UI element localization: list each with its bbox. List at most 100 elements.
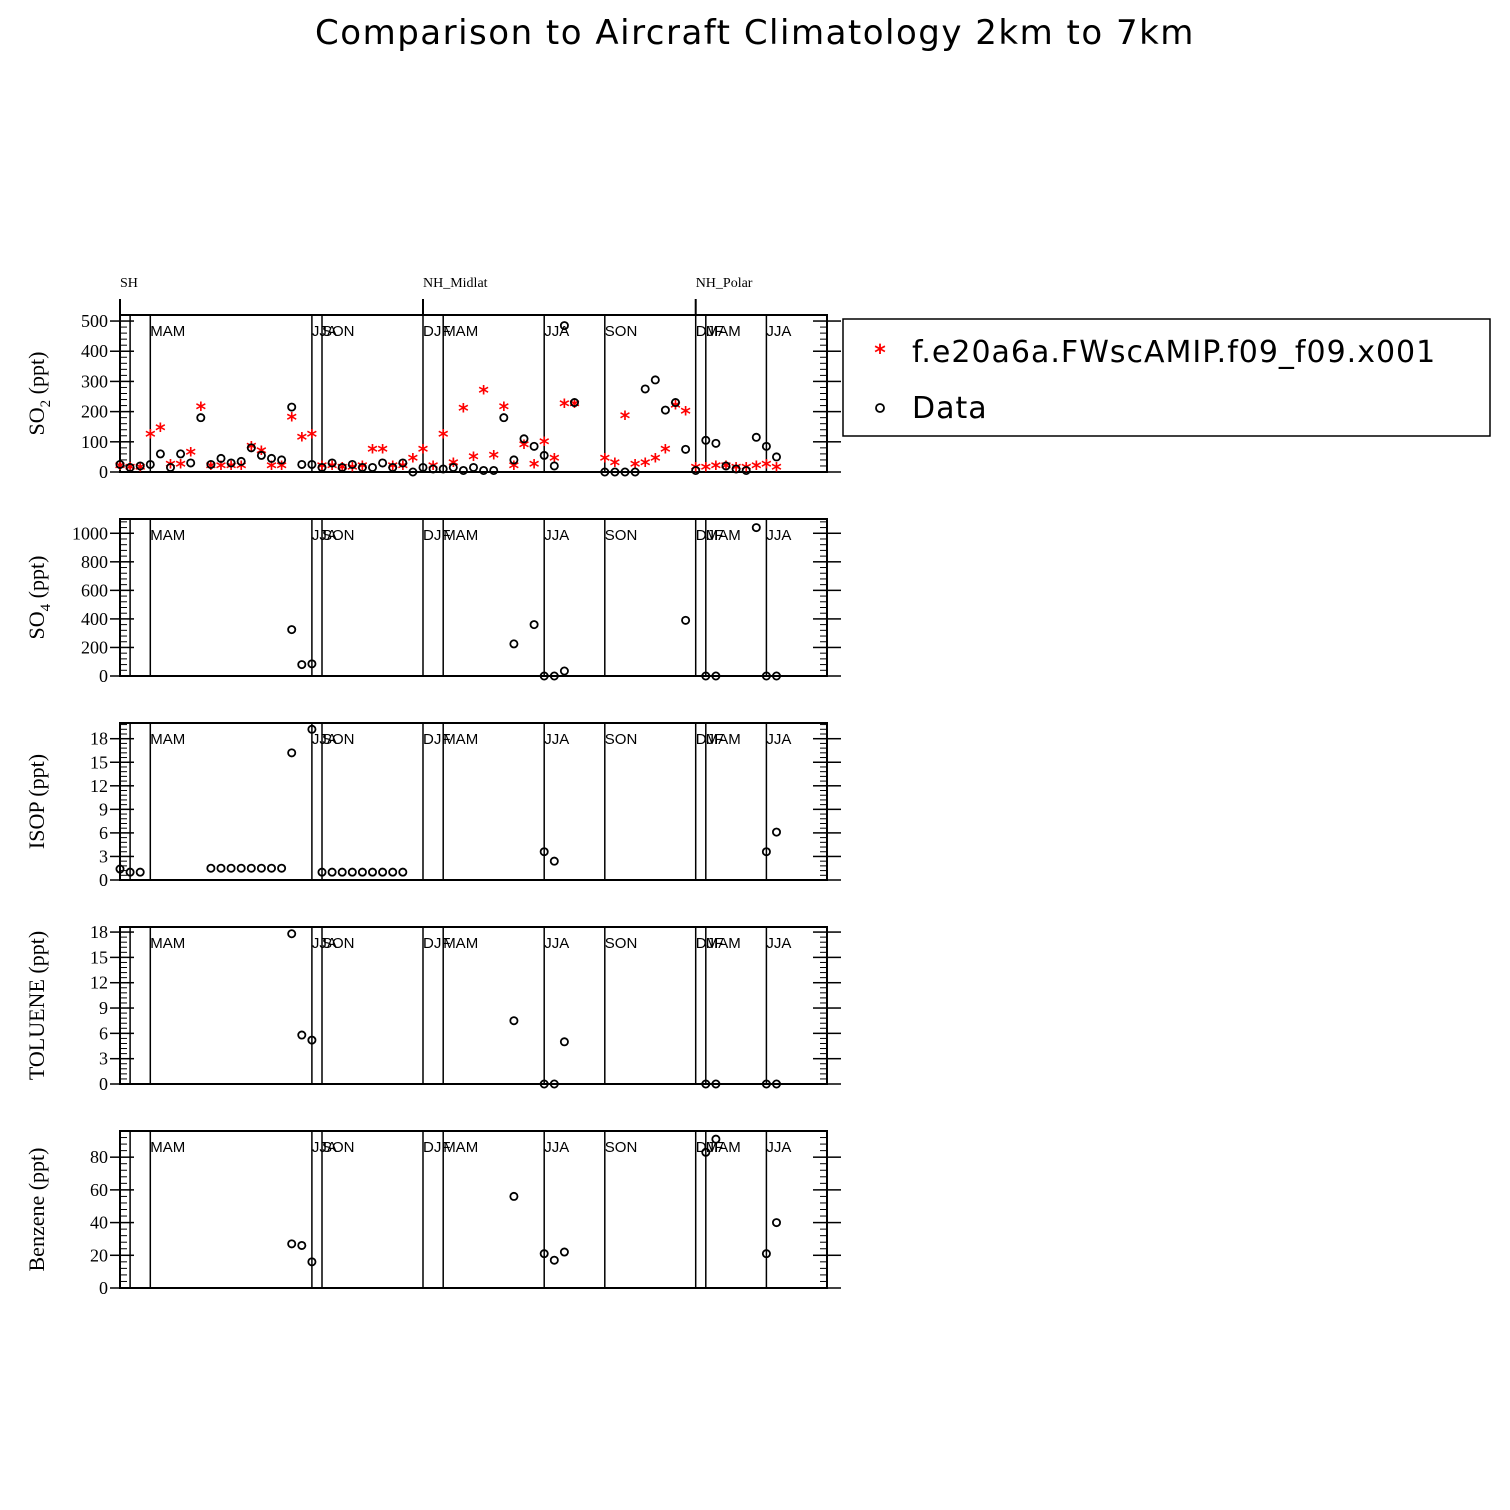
data-point [761,441,771,451]
data-point [772,452,782,462]
data-point [317,867,327,877]
y-axis-label-unit: (ppt) [24,352,49,400]
model-point: * [236,456,247,480]
season-label: JJA [544,731,569,748]
data-point [731,464,741,474]
data-point [529,441,539,451]
y-tick-label: 500 [81,311,108,331]
model-point: * [327,456,338,480]
data-point [317,462,327,472]
y-axis-label-main: Benzene [24,1196,49,1272]
data-point [468,462,478,472]
season-label: DJF [696,935,724,952]
y-axis-label-subscript: 2 [38,400,54,408]
data-point [287,748,297,758]
y-axis-label: SO4 (ppt) [24,556,54,640]
data-point [367,867,377,877]
data-point [398,458,408,468]
season-label: MAM [150,1139,185,1156]
season-label: JJA [312,323,337,340]
season-label: MAM [706,527,741,544]
model-point: * [307,425,318,449]
data-point [711,671,721,681]
data-point [388,867,398,877]
data-point [135,867,145,877]
season-label: MAM [443,323,478,340]
y-tick-label: 600 [81,580,108,600]
data-point [458,465,468,475]
season-label: MAM [706,1139,741,1156]
model-point: * [499,398,510,422]
data-point [772,827,782,837]
data-point [165,462,175,472]
data-point [660,405,670,415]
data-point [287,402,297,412]
model-point: * [398,456,409,480]
data-point [115,864,125,874]
data-point [155,449,165,459]
y-tick-label: 60 [90,1180,108,1200]
season-label: JJA [766,1139,791,1156]
model-point: * [216,456,227,480]
data-point [226,863,236,873]
season-label: MAM [150,935,185,952]
data-point [640,384,650,394]
season-label: SON [322,1139,355,1156]
season-label: MAM [443,527,478,544]
y-axis-label: SO2 (ppt) [24,352,54,436]
data-point [650,375,660,385]
data-point [630,467,640,477]
model-point: * [377,440,388,464]
y-axis-label: ISOP (ppt) [24,754,49,849]
data-point [509,639,519,649]
season-label: JJA [312,935,337,952]
season-label: DJF [423,935,451,952]
model-point: * [478,381,489,405]
data-point [509,1191,519,1201]
model-point: * [761,455,772,479]
season-label: SON [322,731,355,748]
y-tick-label: 20 [90,1245,108,1265]
model-point: * [387,456,398,480]
data-point [570,398,580,408]
data-point [701,435,711,445]
region-label: NH_Midlat [423,276,488,291]
y-tick-label: 200 [81,637,108,657]
data-point [277,455,287,465]
y-tick-label: 15 [90,947,108,967]
data-point [297,660,307,670]
data-point [681,444,691,454]
model-point: * [155,419,166,443]
data-point [549,856,559,866]
data-point [287,1239,297,1249]
model-point: * [771,458,782,482]
season-label: JJA [766,935,791,952]
data-point [701,1079,711,1089]
data-point [691,465,701,475]
y-tick-label: 1000 [72,523,108,543]
data-point [711,1134,721,1144]
data-point [741,465,751,475]
data-point [357,867,367,877]
data-point [347,459,357,469]
chart-title: Comparison to Aircraft Climatology 2km t… [315,13,1195,53]
data-point [297,459,307,469]
data-point [761,671,771,681]
season-label: MAM [443,935,478,952]
y-tick-label: 0 [99,1278,108,1298]
model-point: * [337,458,348,482]
data-point [559,666,569,676]
model-point: * [145,425,156,449]
data-point [448,462,458,472]
data-point [761,847,771,857]
data-point [307,459,317,469]
y-tick-label: 3 [99,1049,108,1069]
y-tick-label: 18 [90,922,108,942]
data-point [772,671,782,681]
season-label: JJA [312,731,337,748]
data-point [337,867,347,877]
y-tick-label: 6 [99,1023,108,1043]
season-label: JJA [544,1139,569,1156]
data-point [307,724,317,734]
